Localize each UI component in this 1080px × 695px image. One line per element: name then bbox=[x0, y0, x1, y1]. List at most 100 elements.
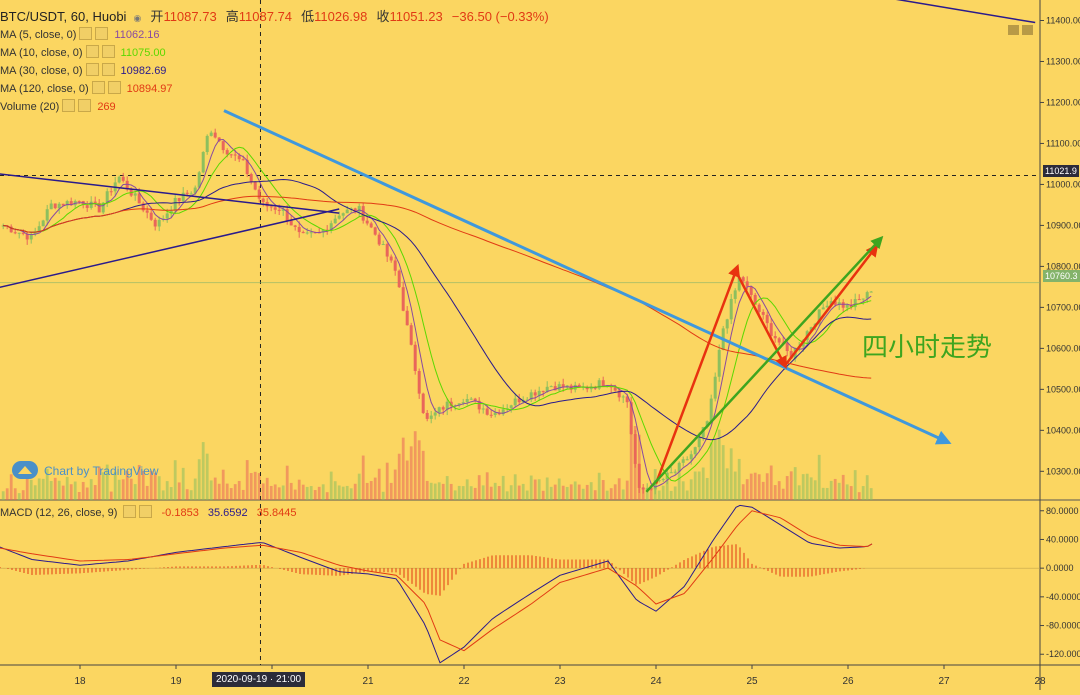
price-tick-label: 10600.00 bbox=[1046, 343, 1080, 353]
indicator-eye-icon[interactable] bbox=[91, 81, 105, 94]
low-value: 11026.98 bbox=[314, 9, 368, 24]
tradingview-watermark[interactable]: Chart by TradingView bbox=[12, 461, 159, 479]
candle-body bbox=[185, 192, 189, 194]
candle-body bbox=[229, 154, 233, 156]
candle-body bbox=[493, 412, 497, 416]
volume-bar bbox=[797, 485, 801, 500]
indicator-value: 269 bbox=[97, 101, 116, 113]
candle-body bbox=[233, 154, 237, 156]
volume-bar bbox=[105, 464, 109, 500]
candle-body bbox=[49, 203, 53, 210]
candle-body bbox=[69, 201, 73, 206]
volume-bar bbox=[769, 465, 773, 500]
volume-bar bbox=[233, 484, 237, 500]
volume-bar bbox=[533, 479, 537, 500]
volume-bar bbox=[785, 476, 789, 500]
candle-body bbox=[373, 227, 377, 235]
candle-body bbox=[249, 174, 253, 182]
candle-body bbox=[261, 198, 265, 203]
volume-bar bbox=[373, 477, 377, 500]
price-tick-label: 11300.00 bbox=[1046, 56, 1080, 66]
volume-bar bbox=[349, 488, 353, 500]
candle-body bbox=[845, 304, 849, 308]
candle-body bbox=[321, 229, 325, 233]
candle-body bbox=[89, 201, 93, 208]
volume-bar bbox=[337, 485, 341, 500]
indicator-eye-icon[interactable] bbox=[85, 45, 99, 58]
volume-bar bbox=[405, 460, 409, 500]
volume-bar bbox=[685, 490, 689, 500]
macd-macd-value: 35.6592 bbox=[207, 507, 248, 519]
volume-bar bbox=[269, 485, 273, 500]
volume-bar bbox=[117, 479, 121, 500]
candle-body bbox=[117, 176, 121, 183]
candle-body bbox=[761, 311, 765, 315]
volume-bar bbox=[21, 490, 25, 500]
candles bbox=[1, 128, 873, 495]
volume-bar bbox=[169, 487, 173, 500]
time-tick-label: 18 bbox=[74, 676, 86, 687]
volume-bar bbox=[781, 488, 785, 500]
volume-bar bbox=[565, 486, 569, 500]
volume-bar bbox=[261, 483, 265, 500]
volume-bar bbox=[629, 425, 633, 500]
time-tick-label: 21 bbox=[362, 676, 374, 687]
indicator-eye-icon[interactable] bbox=[79, 27, 93, 40]
candle-body bbox=[693, 447, 697, 455]
macd-settings-icon[interactable] bbox=[139, 505, 153, 518]
volume-bar bbox=[681, 481, 685, 500]
candle-body bbox=[749, 286, 753, 295]
candle-body bbox=[397, 270, 401, 288]
volume-bar bbox=[313, 490, 317, 500]
indicator-row: Volume (20) 269 bbox=[0, 98, 116, 116]
volume-bar bbox=[757, 474, 761, 500]
indicator-value: 10982.69 bbox=[120, 65, 167, 77]
candle-body bbox=[189, 193, 193, 195]
volume-bar bbox=[329, 471, 333, 500]
candle-body bbox=[677, 462, 681, 472]
volume-bar bbox=[305, 486, 309, 500]
candle-body bbox=[17, 232, 21, 234]
candle-body bbox=[525, 399, 529, 401]
volume-bar bbox=[205, 453, 209, 500]
volume-bar bbox=[161, 490, 165, 500]
volume-bar bbox=[285, 465, 289, 500]
volume-bar bbox=[5, 488, 9, 500]
candle-body bbox=[341, 213, 345, 216]
candle-body bbox=[681, 459, 685, 463]
candle-body bbox=[549, 386, 553, 388]
macd-eye-icon[interactable] bbox=[123, 505, 137, 518]
candle-body bbox=[29, 233, 33, 240]
volume-bar bbox=[485, 472, 489, 500]
indicator-settings-icon[interactable] bbox=[101, 45, 115, 58]
volume-bar bbox=[585, 484, 589, 500]
candle-body bbox=[97, 203, 101, 213]
volume-bar bbox=[553, 484, 557, 500]
macd-tick-label: -40.0000 bbox=[1046, 592, 1080, 602]
candle-body bbox=[589, 387, 593, 390]
volume-bar bbox=[173, 460, 177, 500]
indicator-eye-icon[interactable] bbox=[62, 99, 76, 112]
volume-bar bbox=[693, 471, 697, 500]
candle-body bbox=[597, 380, 601, 389]
eye-icon[interactable]: ◉ bbox=[133, 13, 142, 23]
volume-bar bbox=[725, 468, 729, 500]
indicator-settings-icon[interactable] bbox=[107, 81, 121, 94]
candle-body bbox=[469, 398, 473, 400]
candle-body bbox=[389, 256, 393, 261]
candle-body bbox=[645, 488, 649, 490]
indicator-settings-icon[interactable] bbox=[95, 27, 109, 40]
candle-body bbox=[109, 191, 113, 193]
indicator-settings-icon[interactable] bbox=[101, 63, 115, 76]
candle-body bbox=[541, 390, 545, 392]
volume-bar bbox=[213, 477, 217, 500]
candle-body bbox=[121, 176, 125, 181]
trend-line bbox=[223, 109, 952, 445]
candle-body bbox=[529, 392, 533, 400]
layout-toggle-icon[interactable] bbox=[1008, 22, 1036, 35]
annotation-arrow bbox=[784, 243, 879, 366]
volume-bar bbox=[673, 486, 677, 500]
indicator-eye-icon[interactable] bbox=[85, 63, 99, 76]
indicator-settings-icon[interactable] bbox=[78, 99, 92, 112]
